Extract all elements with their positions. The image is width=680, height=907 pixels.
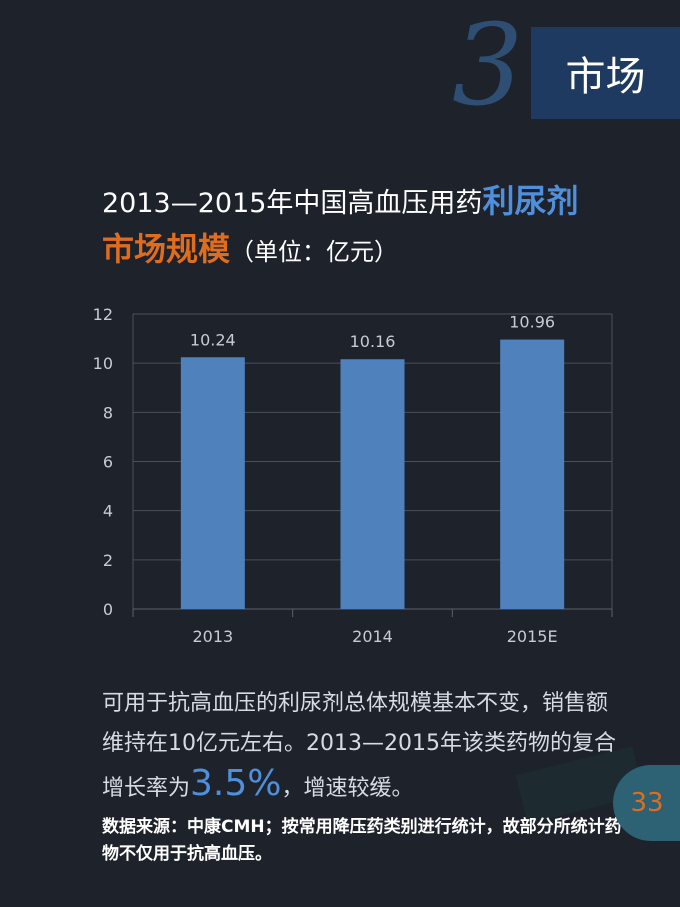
body-paragraph: 可用于抗高血压的利尿剂总体规模基本不变，销售额维持在10亿元左右。2013—20… xyxy=(102,684,622,809)
bar-chart: 0 2 4 6 8 10 12 10.24 2013 10.16 2014 10.96 2015E xyxy=(93,305,613,646)
section-title: 市场 xyxy=(565,54,646,100)
y-tick-label: 10 xyxy=(93,354,113,373)
y-tick-label: 4 xyxy=(103,502,113,521)
data-label: 10.24 xyxy=(190,330,236,349)
chart-title-highlight: 利尿剂 xyxy=(482,182,579,220)
data-label: 10.96 xyxy=(509,313,555,332)
bar xyxy=(500,339,565,609)
body-text-end: ，增速较缓。 xyxy=(281,776,414,801)
chart-title-main: 2013—2015年中国高血压用药 xyxy=(102,188,483,219)
y-tick-label: 6 xyxy=(103,453,113,472)
data-label: 10.16 xyxy=(350,332,396,351)
growth-rate: 3.5% xyxy=(190,763,282,804)
x-tick-label: 2014 xyxy=(352,627,393,646)
x-tick-label: 2013 xyxy=(192,627,233,646)
chart-title-line1: 2013—2015年中国高血压用药利尿剂 xyxy=(102,176,578,222)
page-number: 33 xyxy=(630,788,664,818)
body-text-main: 可用于抗高血压的利尿剂总体规模基本不变，销售额维持在10亿元左右。2013—20… xyxy=(102,691,616,801)
watermark-logo xyxy=(5,16,196,122)
chart-unit: （单位：亿元） xyxy=(230,238,399,266)
y-tick-label: 0 xyxy=(103,600,113,619)
chart-title-line2: 市场规模（单位：亿元） xyxy=(102,224,398,270)
bar xyxy=(340,359,405,609)
page-number-tab: 33 xyxy=(613,765,680,841)
y-tick-label: 8 xyxy=(103,403,113,422)
section-title-box: 市场 xyxy=(531,27,680,119)
chart-title-highlight-2: 市场规模 xyxy=(102,230,231,268)
y-tick-label: 2 xyxy=(103,551,113,570)
data-source-note: 数据来源：中康CMH；按常用降压药类别进行统计，故部分所统计药物不仅用于抗高血压… xyxy=(102,817,622,864)
y-tick-label: 12 xyxy=(93,305,113,324)
section-number: 3 xyxy=(452,1,524,131)
bar xyxy=(180,357,245,609)
x-tick-label: 2015E xyxy=(507,627,558,646)
